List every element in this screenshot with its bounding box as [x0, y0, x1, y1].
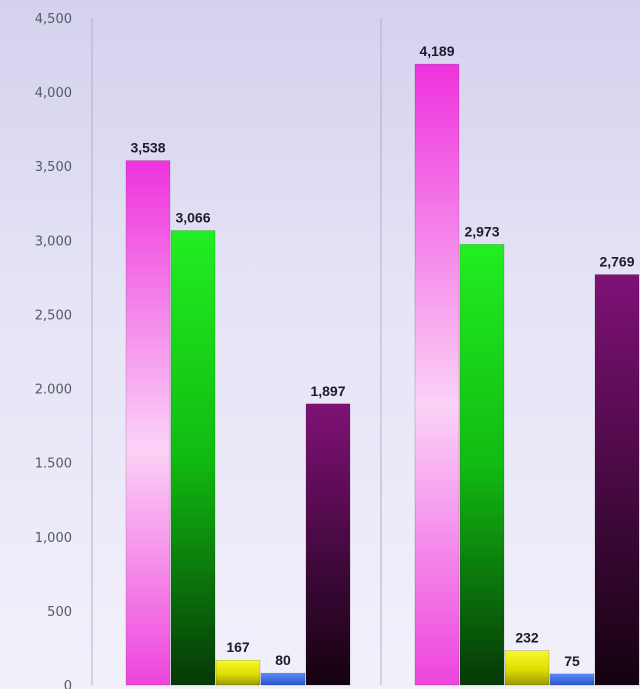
- data-label: 3,066: [175, 210, 210, 226]
- y-tick-label: 500: [47, 605, 72, 620]
- y-tick-label: 3,500: [35, 160, 72, 175]
- bar-blue: [260, 672, 306, 686]
- bar-magenta: [125, 160, 171, 686]
- data-label: 2,769: [599, 254, 634, 270]
- bar-blue: [549, 673, 595, 686]
- y-tick-label: 1.500: [35, 457, 72, 472]
- bar-purple: [305, 403, 351, 686]
- bar-green: [170, 230, 216, 686]
- y-axis: 0 500 1,000 1.500 2.000 2,500 3,000 3,500 4,000 4…: [35, 12, 72, 689]
- bar-yellow: [215, 659, 261, 686]
- data-label: 80: [275, 652, 291, 668]
- group-dividers: [91, 18, 382, 685]
- bars: [125, 63, 640, 686]
- y-tick-label: 1,000: [35, 531, 72, 546]
- bar-purple: [594, 274, 640, 686]
- bar-green: [459, 244, 505, 686]
- y-tick-label: 2,500: [35, 308, 72, 323]
- data-label: 167: [226, 639, 250, 655]
- y-tick-label: 4,000: [35, 86, 72, 101]
- data-label: 75: [564, 653, 580, 669]
- y-tick-label: 0: [64, 679, 72, 689]
- data-label: 2,973: [464, 223, 499, 239]
- data-labels: 3,538 3,066 167 80 1,897 4,189 2,973 232 75 2,769: [130, 43, 634, 669]
- bar-magenta: [414, 63, 460, 686]
- data-label: 4,189: [419, 43, 454, 59]
- data-label: 1,897: [310, 383, 345, 399]
- data-label: 3,538: [130, 140, 165, 156]
- data-label: 232: [515, 630, 539, 646]
- y-tick-label: 4,500: [35, 12, 72, 27]
- bar-yellow: [504, 650, 550, 686]
- y-tick-label: 3,000: [35, 234, 72, 249]
- y-tick-label: 2.000: [35, 383, 72, 398]
